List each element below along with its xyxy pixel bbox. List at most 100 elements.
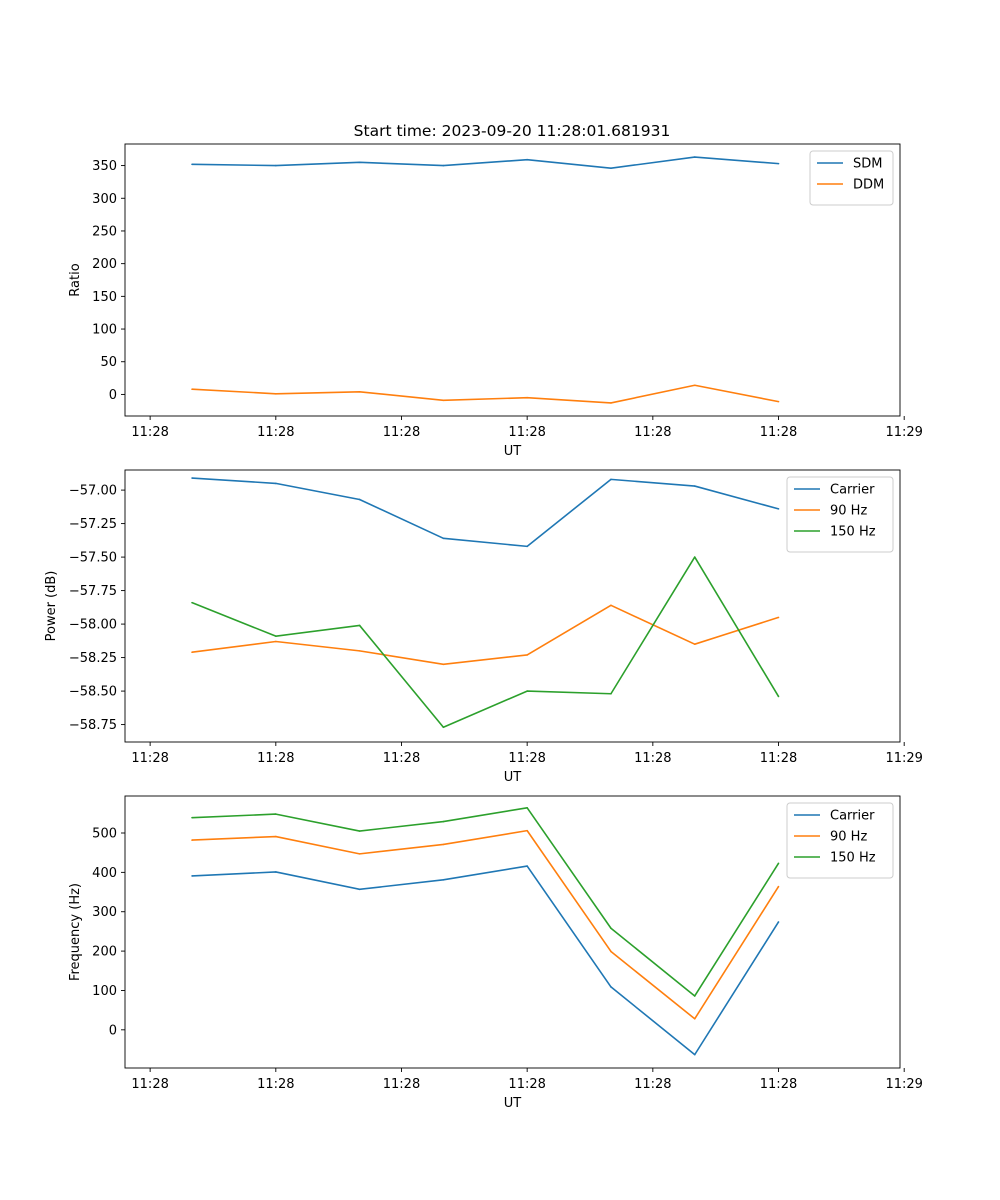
subplot-3-y-tick-label: 300	[92, 905, 117, 920]
subplot-3-data-point	[442, 820, 445, 823]
subplot-2-y-tick-label: −57.00	[69, 484, 117, 499]
subplot-3-data-point	[191, 816, 193, 819]
subplot-3-y-tick-label: 200	[92, 945, 117, 960]
subplot-3-legend-label: 90 Hz	[830, 830, 867, 845]
subplot-2-series-line-90-hz	[191, 604, 779, 666]
subplot-1-y-tick-label: 100	[92, 323, 117, 338]
subplot-2-series-line-carrier	[191, 477, 779, 548]
subplot-1-legend-box	[809, 150, 894, 206]
subplot-1-series-line-sdm	[192, 156, 779, 169]
subplot-2-y-axis-label: Power (dB)	[44, 571, 59, 642]
subplot-3-data-point	[358, 830, 361, 832]
subplot-3-data-point	[610, 927, 612, 930]
subplot-3-x-tick-label: 11:29	[885, 1077, 922, 1092]
subplot-3: 11:28 11:28 11:28 11:28 11:28 11:28 11:29 0 100 2…	[68, 795, 923, 1111]
subplot-2-y-tick-label: −58.50	[69, 685, 117, 700]
subplot-3-y-axis-label: Frequency (Hz)	[68, 883, 83, 981]
subplot-3-series-line-90-hz	[191, 829, 780, 1020]
subplot-3-x-tick-label: 11:28	[383, 1077, 420, 1092]
subplot-3-x-tick-label: 11:28	[131, 1077, 168, 1092]
subplot-3-data-point	[693, 1017, 696, 1020]
subplot-2-data-point	[693, 556, 696, 558]
subplot-2-series-line-150-hz	[191, 556, 780, 729]
subplot-3-data-point	[777, 885, 780, 888]
subplot-3-data-point	[191, 875, 193, 877]
subplot-3-x-axis-label: UT	[504, 1096, 522, 1111]
subplot-1-y-tick-label: 0	[109, 388, 117, 403]
subplot-3-data-point	[442, 879, 445, 881]
subplot-2-x-tick-label: 11:28	[508, 751, 545, 766]
subplot-2-data-point	[610, 478, 612, 481]
subplot-2-legend-label: 150 Hz	[830, 525, 876, 540]
subplot-3-y-tick-label: 0	[109, 1023, 117, 1038]
subplot-1-data-point	[191, 388, 193, 390]
subplot-2-data-point	[777, 616, 780, 619]
subplot-2-data-point	[358, 624, 361, 627]
subplot-1-data-point	[526, 158, 528, 161]
subplot-3-axes-frame	[124, 795, 901, 1069]
subplot-3-y-tick-label: 100	[92, 984, 117, 999]
subplot-1-y-tick-label: 50	[100, 355, 117, 370]
figure-title: Start time: 2023-09-20 11:28:01.681931	[354, 122, 671, 140]
subplot-3-x-tick-label: 11:28	[634, 1077, 671, 1092]
subplot-1-data-point	[442, 164, 445, 167]
subplot-2-data-point	[275, 482, 277, 485]
subplot-1-data-point	[526, 396, 528, 399]
subplot-1-data-point	[442, 399, 445, 402]
subplot-1: 11:28 11:28 11:28 11:28 11:28 11:28 11:29 0 50 10…	[68, 143, 923, 459]
subplot-3-x-tick-label: 11:28	[760, 1077, 797, 1092]
subplot-2-data-point	[693, 643, 696, 645]
subplot-3-data-point	[777, 862, 780, 865]
subplot-2-y-tick-label: −57.25	[69, 517, 117, 532]
subplot-1-legend: SDM DDM	[809, 150, 894, 206]
subplot-2-data-point	[442, 726, 445, 729]
subplot-2-y-tick-label: −57.50	[69, 551, 117, 566]
subplot-3-data-point	[358, 853, 361, 855]
subplot-3-data-point	[442, 843, 445, 846]
subplot-2-data-point	[275, 640, 277, 643]
subplot-2-data-point	[275, 635, 277, 637]
subplot-1-y-axis-label: Ratio	[68, 263, 83, 296]
subplot-1-x-tick-label: 11:28	[383, 425, 420, 440]
subplot-3-data-point	[526, 807, 528, 809]
subplot-3-legend-box	[786, 802, 894, 879]
subplot-2-data-point	[526, 545, 528, 548]
subplot-2-data-point	[358, 498, 361, 501]
subplot-1-data-point	[610, 167, 612, 169]
subplot-1-data-point	[191, 163, 193, 166]
subplot-1-x-tick-label: 11:28	[508, 425, 545, 440]
subplot-2-data-point	[358, 650, 361, 652]
subplot-1-data-point	[777, 400, 780, 403]
subplot-2-legend-box	[786, 476, 894, 553]
subplot-1-y-tick-label: 300	[92, 192, 117, 207]
subplot-2-x-tick-label: 11:28	[383, 751, 420, 766]
subplot-3-data-point	[526, 829, 528, 832]
subplot-3-data-point	[275, 871, 277, 873]
subplot-1-x-tick-label: 11:29	[885, 425, 922, 440]
subplot-1-data-point	[358, 161, 361, 164]
subplot-3-data-point	[275, 835, 277, 838]
subplot-2-y-tick-label: −58.75	[69, 718, 117, 733]
subplot-1-x-tick-label: 11:28	[634, 425, 671, 440]
subplot-2-x-tick-label: 11:28	[257, 751, 294, 766]
subplot-3-y-tick-label: 500	[92, 827, 117, 842]
subplot-3-series-line-150-hz	[191, 807, 780, 997]
subplot-3-data-point	[526, 865, 528, 867]
subplot-1-data-point	[693, 384, 696, 387]
subplot-3-data-point	[610, 986, 612, 988]
subplot-2-data-point	[191, 651, 193, 654]
subplot-2-y-tick-label: −58.00	[69, 618, 117, 633]
subplot-2-data-point	[442, 663, 445, 666]
subplot-1-y-tick-label: 200	[92, 257, 117, 272]
subplot-2-data-point	[191, 477, 193, 479]
subplot-1-series-line-ddm	[191, 384, 779, 404]
subplot-2-x-tick-label: 11:28	[634, 751, 671, 766]
subplot-2-x-axis-label: UT	[504, 770, 522, 785]
subplot-2-y-tick-label: −57.75	[69, 584, 117, 599]
subplot-2-y-tick-label: −58.25	[69, 651, 117, 666]
subplot-3-data-point	[693, 1053, 696, 1056]
subplot-3-legend-label: 150 Hz	[830, 851, 876, 866]
subplot-3-data-point	[358, 888, 361, 891]
subplot-1-data-point	[275, 392, 277, 395]
subplot-2-x-tick-label: 11:28	[760, 751, 797, 766]
